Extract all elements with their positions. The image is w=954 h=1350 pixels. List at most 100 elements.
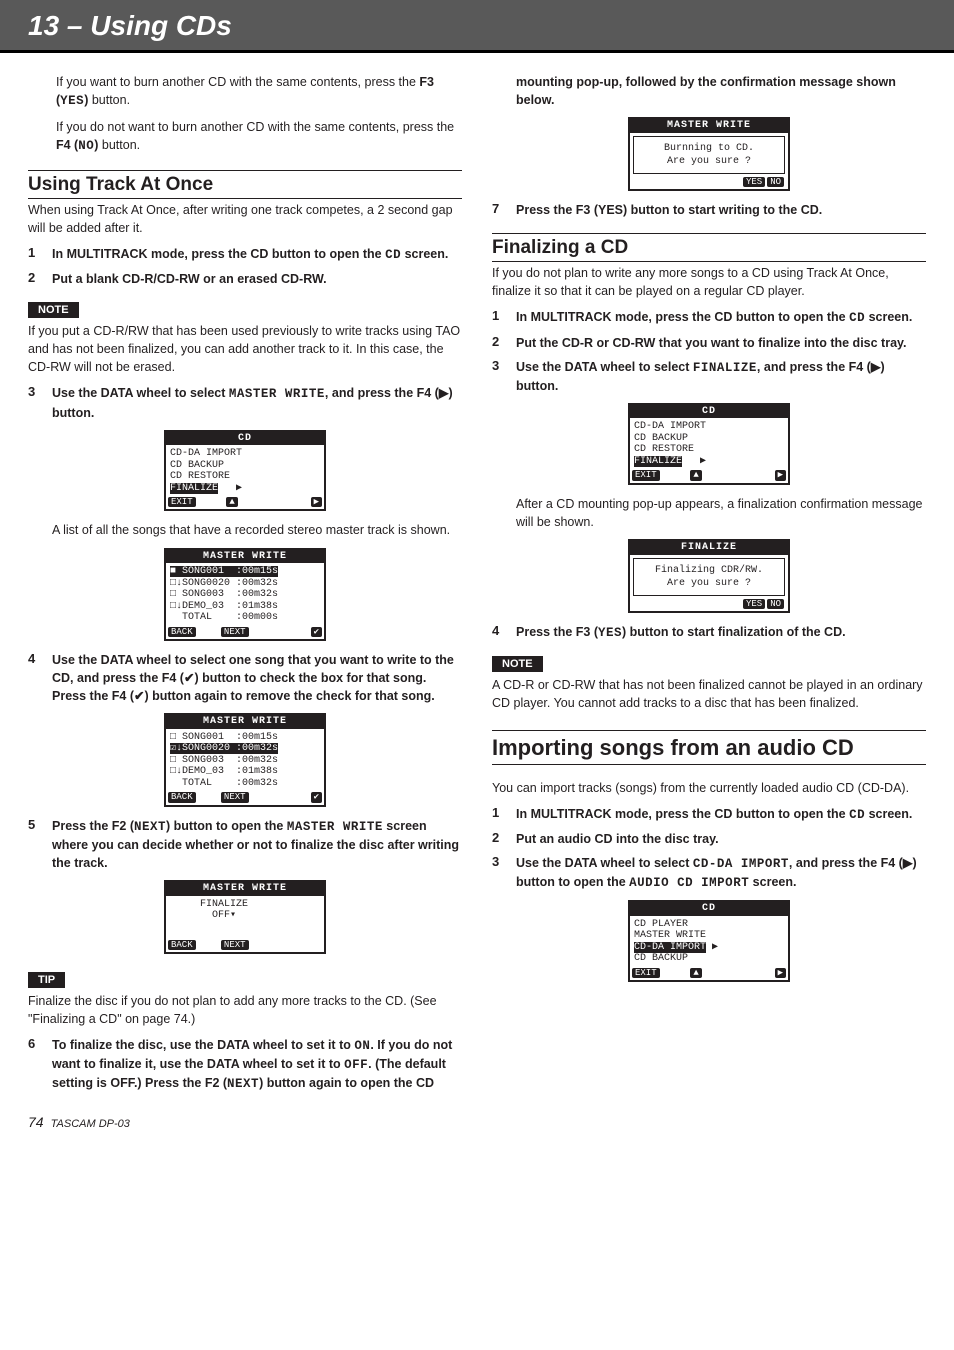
f: ▲ — [690, 470, 701, 480]
step-6-cont: mounting pop-up, followed by the confirm… — [516, 73, 926, 109]
r: □ SONG003 :00m32s — [170, 755, 278, 766]
t: YES — [598, 626, 622, 640]
step-number: 5 — [28, 817, 42, 872]
r: ■ SONG001 :00m15s — [170, 566, 278, 577]
r: FINALIZE — [634, 456, 682, 467]
footer-model: TASCAM DP-03 — [51, 1118, 130, 1130]
t: NEXT — [134, 820, 166, 834]
t: screen. — [865, 807, 912, 821]
lcd-footer: EXIT ▲ x ▶ — [630, 968, 788, 980]
step-text: To finalize the disc, use the DATA wheel… — [52, 1036, 462, 1093]
lcd-popup: Finalizing CDR/RW. Are you sure ? — [633, 558, 785, 596]
chapter-header: 13 – Using CDs — [0, 0, 954, 53]
t: screen. — [401, 247, 448, 261]
f: ▶ — [775, 968, 786, 978]
step-number: 4 — [492, 623, 506, 642]
r: CD-DA IMPORT — [634, 421, 706, 432]
t: NEXT — [227, 1077, 259, 1091]
t: ) button to start finalization of the CD… — [622, 625, 846, 639]
r: TOTAL :00m32s — [170, 778, 278, 789]
imp-step-3: 3 Use the DATA wheel to select CD-DA IMP… — [492, 854, 926, 892]
lcd-body: □ SONG001 :00m15s ☑↓SONG0020 :00m32s □ S… — [166, 729, 324, 793]
lcd-yesno: YESNO — [630, 177, 788, 189]
imp-step-1: 1 In MULTITRACK mode, press the CD butto… — [492, 805, 926, 824]
tao-intro: When using Track At Once, after writing … — [28, 201, 462, 237]
t: Use the DATA wheel to select — [516, 856, 693, 870]
t: CD — [385, 248, 401, 262]
step-number: 3 — [28, 384, 42, 421]
r: CD RESTORE — [634, 444, 694, 455]
step-text: Press the F3 (YES) button to start final… — [516, 623, 846, 642]
t: , and press the F4 ( — [789, 856, 903, 870]
note-text: If you put a CD-R/RW that has been used … — [28, 322, 462, 376]
t: Press the F3 ( — [516, 625, 598, 639]
r: CD BACKUP — [634, 433, 688, 444]
finalize-intro: If you do not plan to write any more son… — [492, 264, 926, 300]
lcd-cd-import: CD CD PLAYER MASTER WRITE CD-DA IMPORT ▶… — [628, 900, 790, 982]
tip-label: TIP — [28, 972, 65, 988]
r: FINALIZE — [170, 483, 218, 494]
note-label: NOTE — [28, 302, 79, 318]
text: button. — [98, 138, 140, 152]
step-text: Put an audio CD into the disc tray. — [516, 830, 719, 848]
step-4: 4 Use the DATA wheel to select one song … — [28, 651, 462, 705]
step-text: Use the DATA wheel to select MASTER WRIT… — [52, 384, 462, 421]
heading-importing: Importing songs from an audio CD — [492, 730, 926, 764]
text: F4 ( — [56, 138, 78, 152]
t: , and press the F4 ( — [757, 360, 871, 374]
step-6: 6 To finalize the disc, use the DATA whe… — [28, 1036, 462, 1093]
text: YES — [60, 94, 84, 108]
r: ☑↓SONG0020 :00m32s — [170, 743, 278, 754]
step-text: Put a blank CD-R/CD-RW or an erased CD-R… — [52, 270, 327, 288]
t: CD-DA IMPORT — [693, 857, 789, 871]
lcd-title: CD — [166, 432, 324, 446]
step-number: 1 — [492, 805, 506, 824]
step-text: Put the CD-R or CD-RW that you want to f… — [516, 334, 907, 352]
fin-step-2: 2 Put the CD-R or CD-RW that you want to… — [492, 334, 926, 352]
r: Are you sure ? — [667, 156, 751, 167]
t: ON — [354, 1039, 370, 1053]
step-1: 1 In MULTITRACK mode, press the CD butto… — [28, 245, 462, 264]
page-number: 74 — [28, 1114, 44, 1130]
r: CD BACKUP — [170, 460, 224, 471]
t: In MULTITRACK mode, press the CD button … — [516, 310, 849, 324]
t: OFF — [344, 1058, 368, 1072]
lcd-body: FINALIZE OFF▾ — [166, 896, 324, 940]
lcd-finalize-option: MASTER WRITE FINALIZE OFF▾ BACK NEXT x x — [164, 880, 326, 954]
lcd-burn-confirm: MASTER WRITE Burnning to CD. Are you sur… — [628, 117, 790, 191]
f: ✔ — [311, 792, 322, 802]
step-text: Use the DATA wheel to select CD-DA IMPOR… — [516, 854, 926, 892]
yes: YES — [743, 177, 765, 187]
r: CD-DA IMPORT — [634, 942, 706, 953]
t: CD — [849, 311, 865, 325]
lcd-footer: BACK NEXT x x — [166, 940, 324, 952]
step-number: 6 — [28, 1036, 42, 1093]
f: ▲ — [226, 497, 237, 507]
text: button. — [88, 93, 130, 107]
step-number: 2 — [492, 830, 506, 848]
step-text: Press the F3 (YES) button to start writi… — [516, 201, 822, 219]
step-number: 1 — [492, 308, 506, 327]
r: FINALIZE — [170, 899, 248, 910]
step-2: 2 Put a blank CD-R/CD-RW or an erased CD… — [28, 270, 462, 288]
no: NO — [767, 177, 784, 187]
step-number: 1 — [28, 245, 42, 264]
step-text: Use the DATA wheel to select one song th… — [52, 651, 462, 705]
t: In MULTITRACK mode, press the CD button … — [516, 807, 849, 821]
lcd-finalize-confirm: FINALIZE Finalizing CDR/RW. Are you sure… — [628, 539, 790, 613]
f: NEXT — [221, 627, 249, 637]
fin-step-4: 4 Press the F3 (YES) button to start fin… — [492, 623, 926, 642]
t: screen. — [865, 310, 912, 324]
text: NO — [78, 139, 94, 153]
note-text: A CD-R or CD-RW that has not been finali… — [492, 676, 926, 712]
t: , and press the F4 ( — [325, 386, 439, 400]
f: ▶ — [311, 497, 322, 507]
t: MASTER WRITE — [229, 387, 325, 401]
lcd-footer: BACK NEXT x ✔ — [166, 792, 324, 804]
r: OFF▾ — [170, 910, 236, 921]
t: FINALIZE — [693, 361, 757, 375]
f: ▲ — [690, 968, 701, 978]
tip-text: Finalize the disc if you do not plan to … — [28, 992, 462, 1028]
imp-step-2: 2 Put an audio CD into the disc tray. — [492, 830, 926, 848]
step-number: 3 — [492, 854, 506, 892]
